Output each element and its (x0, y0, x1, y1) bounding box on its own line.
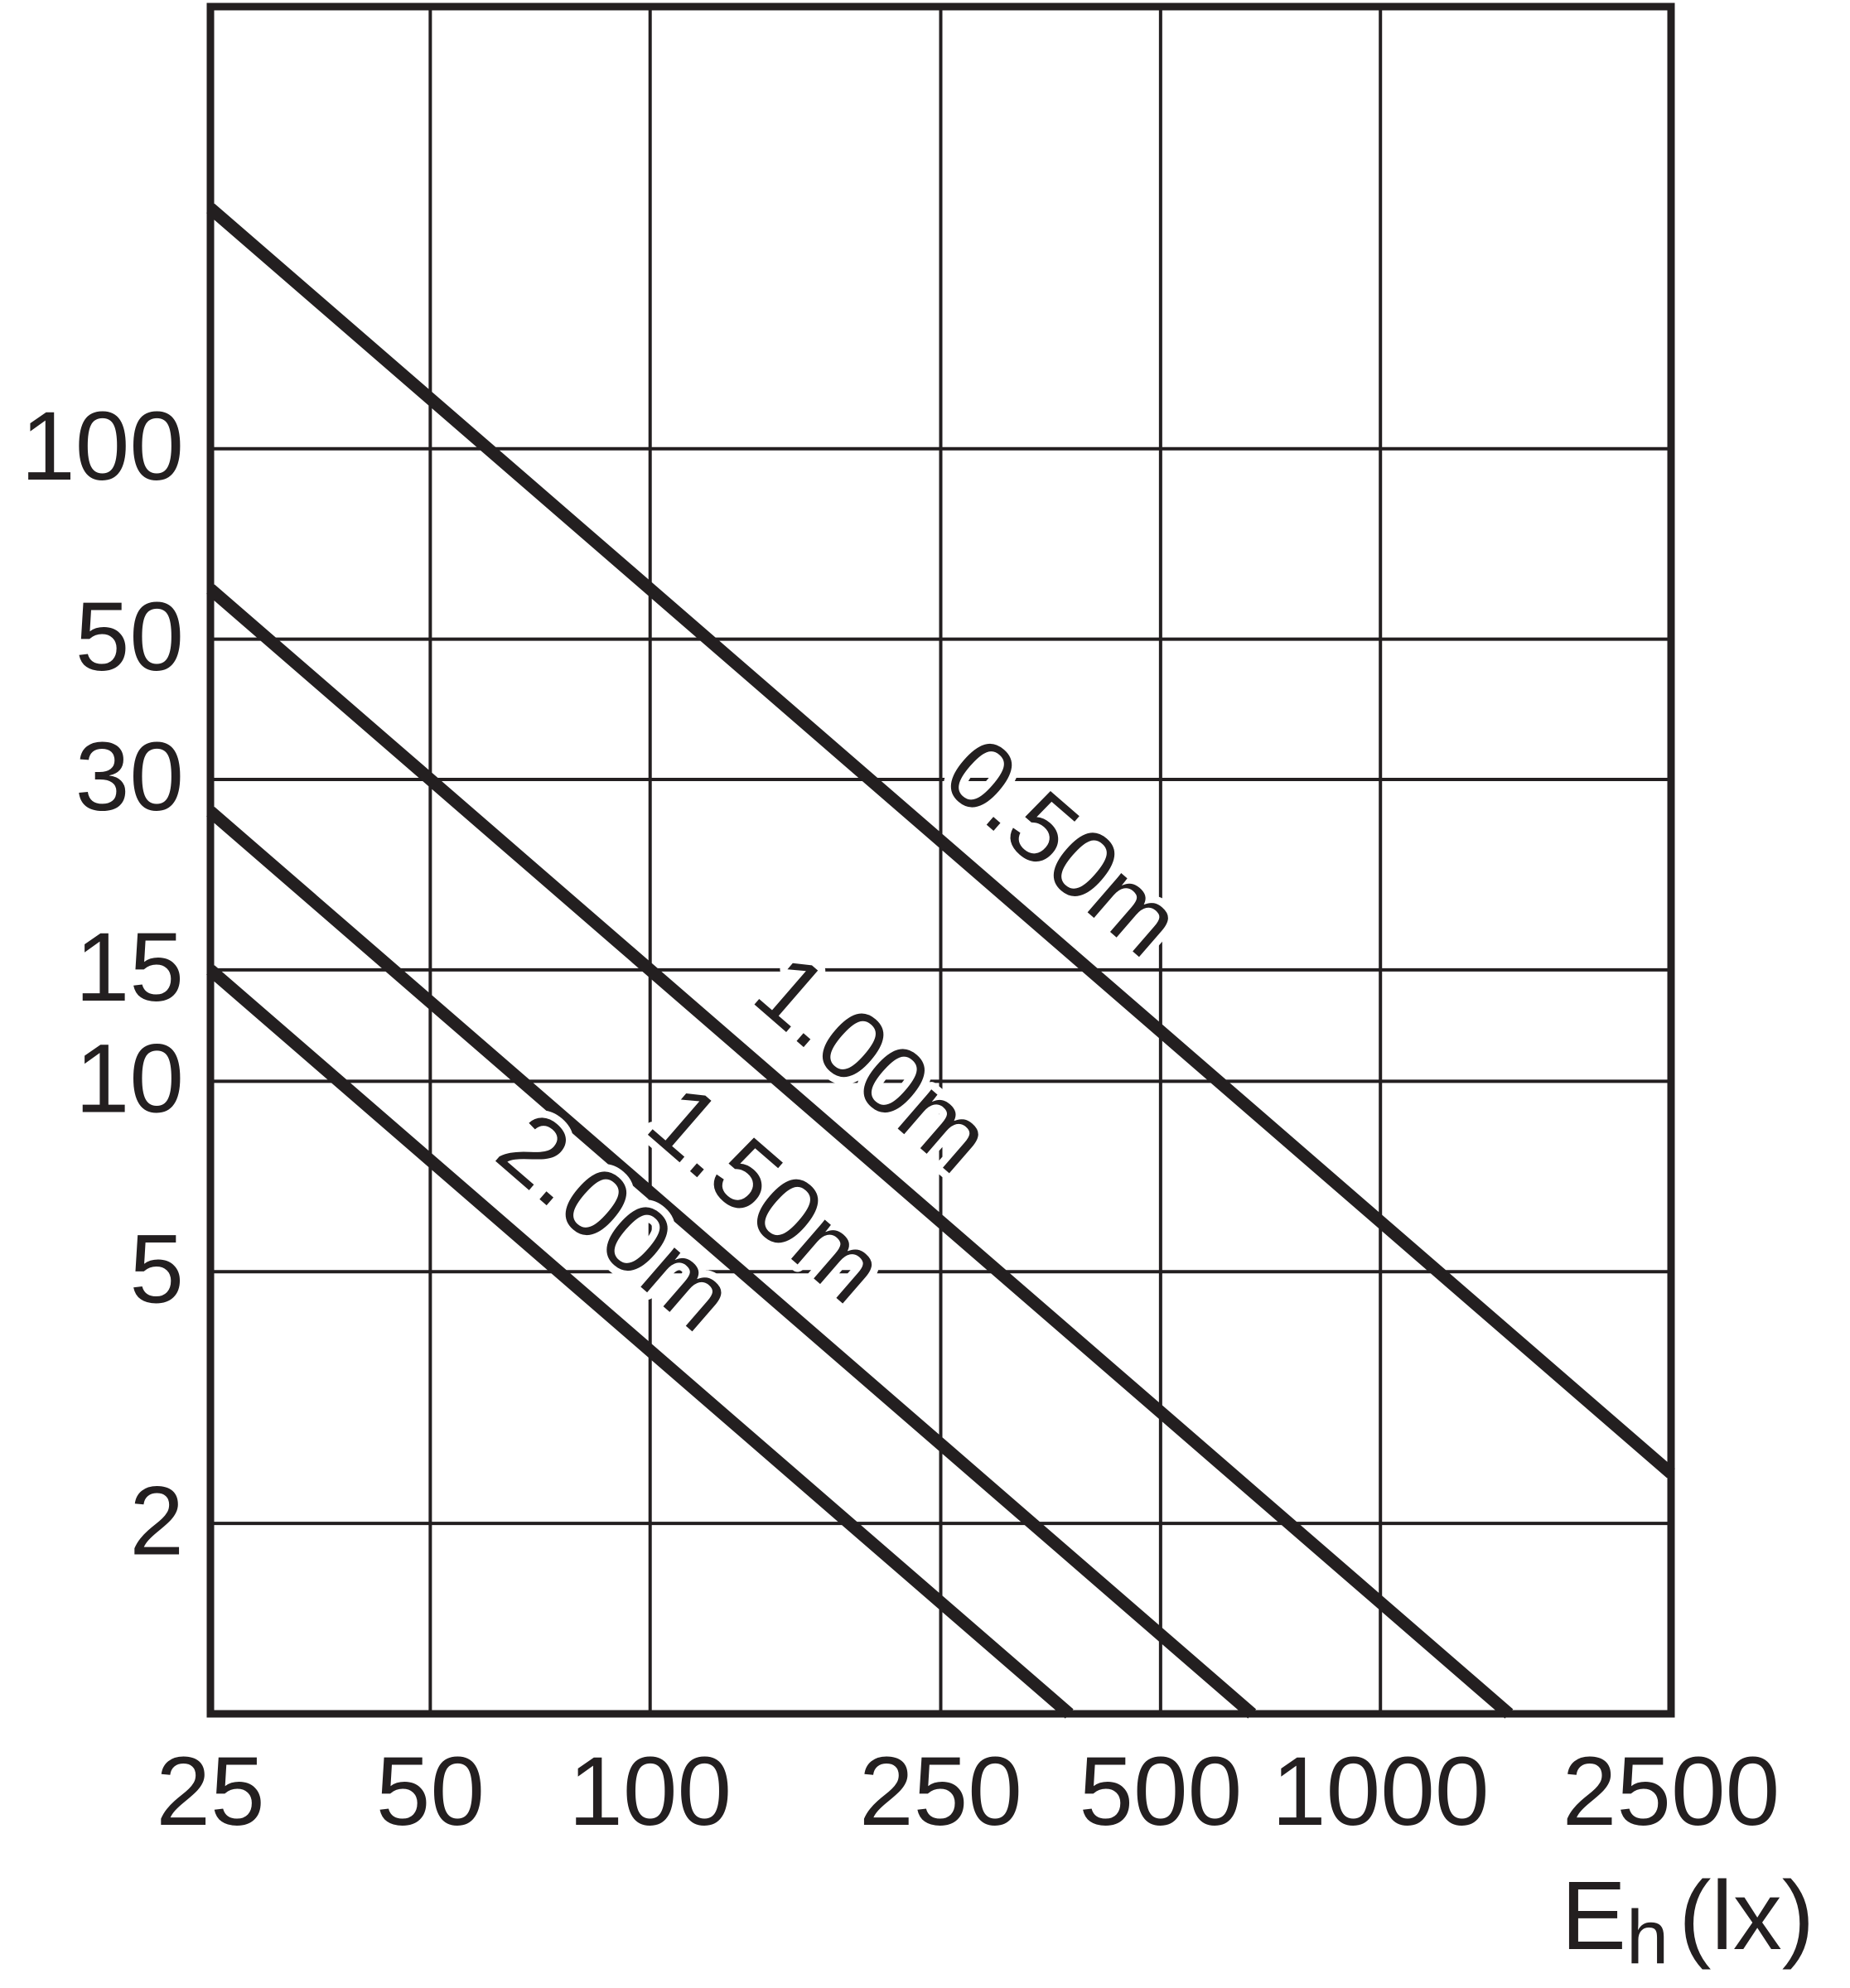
x-tick-label: 1000 (1272, 1737, 1490, 1846)
x-axis-label-sub: h (1626, 1895, 1669, 1980)
lines (206, 203, 1675, 1719)
series-line (206, 965, 1074, 1719)
grid (209, 7, 1673, 1714)
y-tick-label: 30 (75, 722, 184, 832)
x-tick-label: 25 (156, 1737, 264, 1846)
y-tick-label: 15 (75, 913, 184, 1022)
series-line (206, 807, 1257, 1719)
x-axis-label-unit: (lx) (1679, 1861, 1814, 1971)
y-tick-label: 10 (75, 1025, 184, 1134)
y-tick-label: 50 (75, 582, 184, 692)
x-axis-label: Eh (lx) (1561, 1861, 1814, 1980)
plot-frame (206, 2, 1675, 1718)
x-tick-label: 250 (859, 1737, 1022, 1846)
x-tick-label: 100 (568, 1737, 732, 1846)
y-tick-label: 2 (129, 1466, 184, 1575)
y-tick-label: 100 (21, 392, 184, 501)
series-line (206, 203, 1675, 1479)
x-tick-label: 2500 (1563, 1737, 1780, 1846)
x-tick-label: 500 (1079, 1737, 1242, 1846)
series-line (206, 584, 1514, 1719)
x-tick-label: 50 (376, 1737, 485, 1846)
y-tick-label: 5 (129, 1214, 184, 1324)
x-axis-label-main: E (1561, 1861, 1626, 1971)
